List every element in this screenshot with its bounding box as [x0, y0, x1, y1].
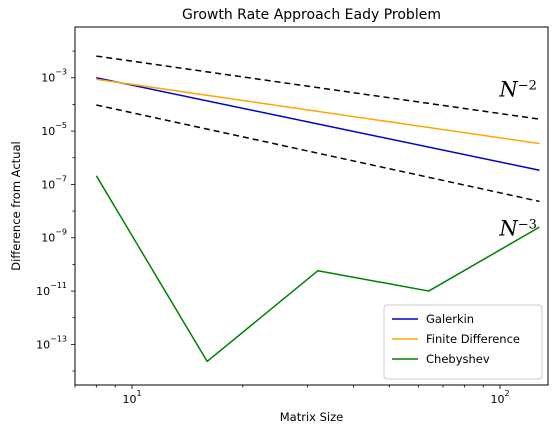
series-line-chebyshev: [95, 175, 540, 363]
slope-annotation: N−3: [498, 217, 537, 241]
y-tick-label: 10−5: [41, 121, 67, 138]
y-tick-label: 10−11: [36, 281, 67, 298]
y-tick-label: 10−3: [41, 68, 67, 85]
series-line-finite-difference: [96, 78, 540, 145]
y-tick-label: 10−9: [41, 228, 67, 245]
legend-label: Finite Difference: [426, 332, 520, 346]
reference-line-4: [96, 104, 540, 203]
y-tick-label: 10−13: [36, 334, 67, 351]
series-group: [95, 55, 540, 363]
legend: Galerkin Finite Difference Chebyshev: [383, 304, 543, 380]
reference-line-3: [96, 55, 540, 120]
x-tick-label: 101: [122, 389, 141, 406]
legend-box: [383, 304, 543, 380]
legend-label: Chebyshev: [426, 352, 490, 366]
legend-label: Galerkin: [426, 312, 474, 326]
y-axis-label: Difference from Actual: [9, 141, 23, 270]
plot-area: Growth Rate Approach Eady Problem Matrix …: [9, 7, 549, 424]
axes-frame: [74, 26, 549, 386]
x-tick-label: 102: [490, 389, 509, 406]
x-axis-label: Matrix Size: [280, 410, 343, 424]
slope-annotation: N−2: [498, 77, 537, 101]
series-line-galerkin: [96, 77, 540, 171]
chart-title: Growth Rate Approach Eady Problem: [182, 7, 441, 23]
y-tick-label: 10−7: [41, 174, 67, 191]
